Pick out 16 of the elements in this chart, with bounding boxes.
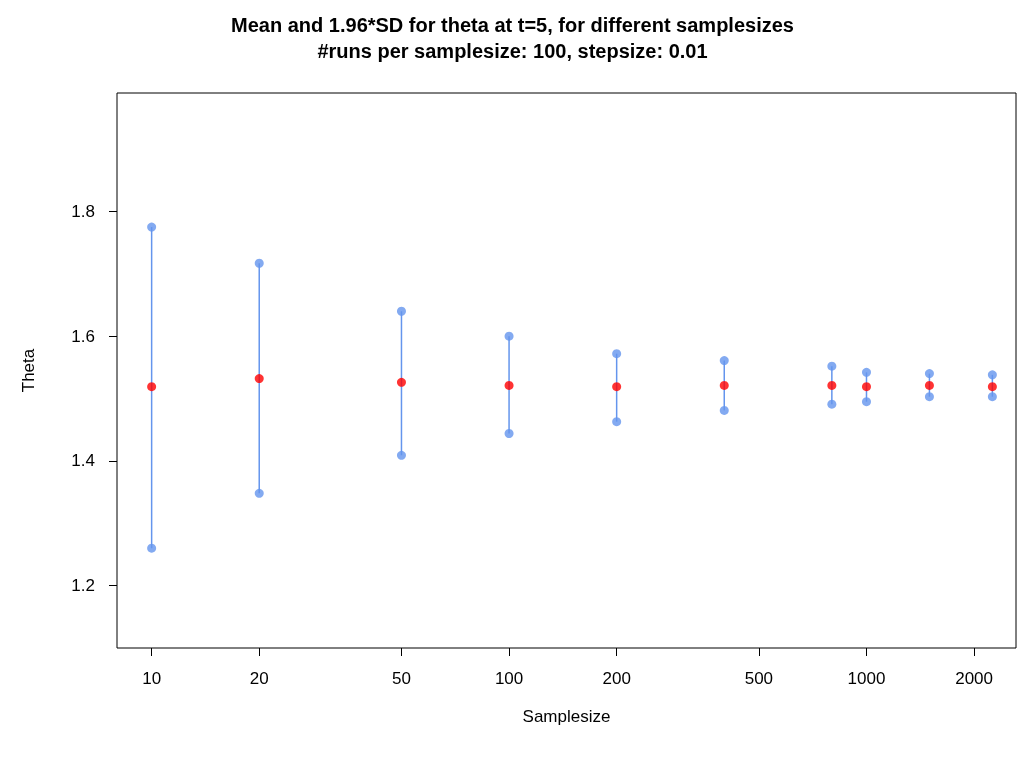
x-tick-label: 50: [392, 669, 411, 688]
x-tick-label: 500: [744, 669, 774, 688]
chart-subtitle: #runs per samplesize: 100, stepsize: 0.01: [317, 40, 708, 62]
x-tick-label: 10: [142, 669, 162, 688]
x-tick-label: 2000: [955, 669, 993, 688]
x-axis-title: Samplesize: [522, 707, 611, 726]
x-tick-label: 20: [249, 669, 269, 688]
y-tick-label: 1.4: [71, 451, 95, 471]
y-tick-label: 1.2: [71, 576, 95, 596]
chart-title: Mean and 1.96*SD for theta at t=5, for different samplesizes: [231, 14, 794, 36]
x-tick-label: 200: [602, 669, 631, 688]
y-axis-title: Theta: [19, 348, 38, 393]
x-tick-label: 1000: [847, 669, 886, 688]
y-tick-label: 1.6: [71, 326, 95, 346]
x-tick-label: 100: [494, 669, 524, 688]
y-tick-label: 1.8: [71, 201, 95, 221]
